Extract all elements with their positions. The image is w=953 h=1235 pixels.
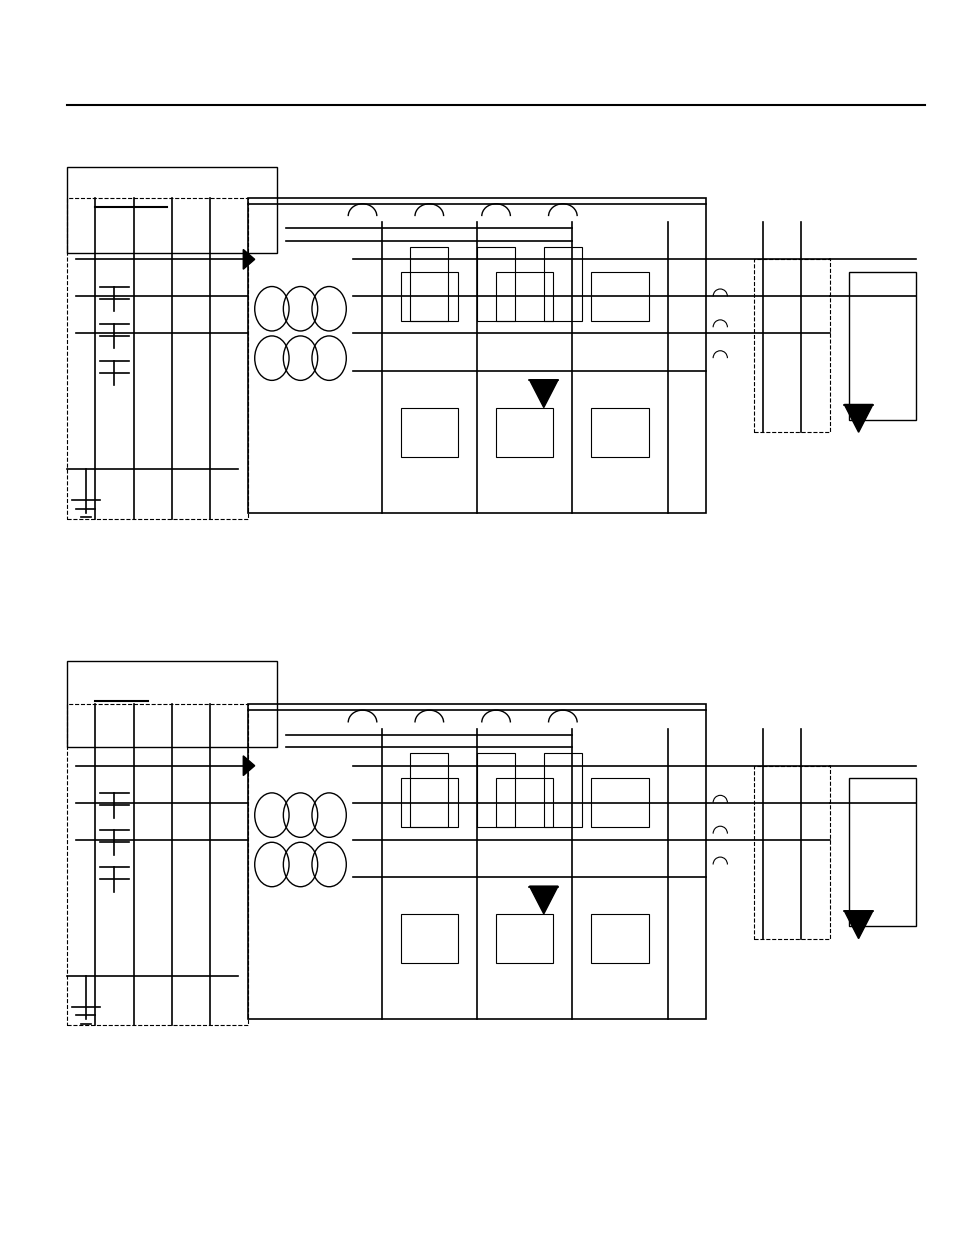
Bar	[496, 914, 553, 963]
Bar	[496, 778, 553, 827]
Bar	[67, 661, 276, 747]
Bar	[591, 778, 648, 827]
Polygon shape	[529, 887, 558, 914]
Bar	[400, 778, 457, 827]
Bar	[543, 247, 581, 321]
Bar	[543, 753, 581, 827]
Polygon shape	[243, 756, 254, 776]
Bar	[753, 259, 829, 432]
Bar	[848, 272, 915, 420]
Bar	[67, 198, 248, 519]
Bar	[400, 408, 457, 457]
Bar	[591, 408, 648, 457]
Bar	[591, 272, 648, 321]
Bar	[496, 272, 553, 321]
Bar	[753, 766, 829, 939]
Bar	[248, 198, 705, 513]
Bar	[848, 778, 915, 926]
Bar	[476, 247, 515, 321]
Bar	[67, 704, 248, 1025]
Bar	[248, 704, 705, 1019]
Polygon shape	[843, 911, 872, 939]
Bar	[496, 408, 553, 457]
Bar	[400, 914, 457, 963]
Bar	[410, 247, 448, 321]
Bar	[67, 167, 276, 253]
Bar	[400, 272, 457, 321]
Bar	[410, 753, 448, 827]
Bar	[591, 914, 648, 963]
Bar	[476, 753, 515, 827]
Polygon shape	[243, 249, 254, 269]
Polygon shape	[843, 405, 872, 432]
Polygon shape	[529, 380, 558, 408]
